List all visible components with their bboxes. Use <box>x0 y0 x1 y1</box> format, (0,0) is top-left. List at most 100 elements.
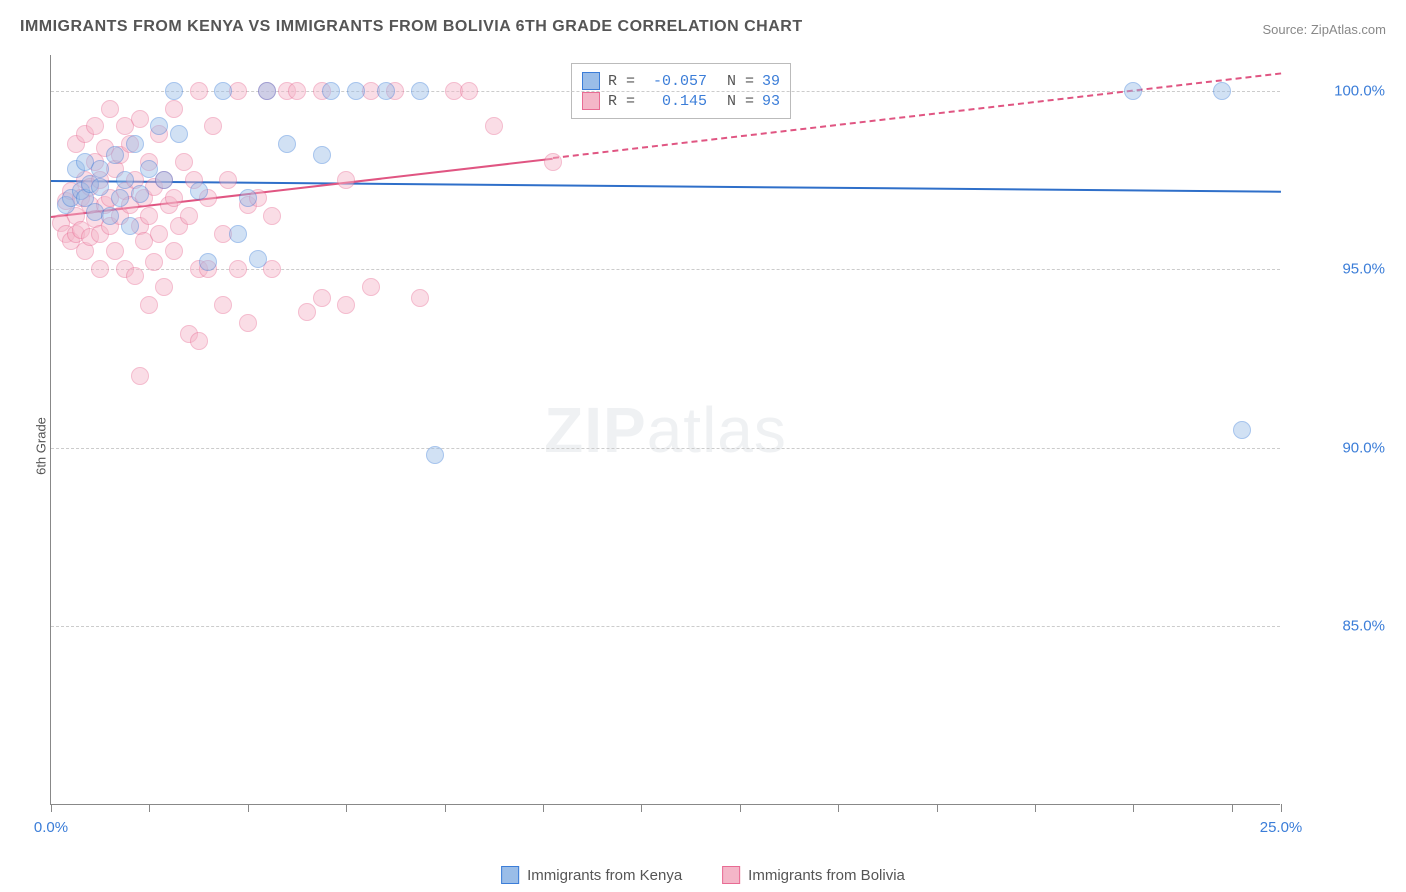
watermark-bold: ZIP <box>544 394 647 466</box>
scatter-point <box>258 82 276 100</box>
scatter-point <box>288 82 306 100</box>
stats-row: R = -0.057 N = 39 <box>582 72 780 90</box>
scatter-point <box>121 217 139 235</box>
x-tick <box>937 804 938 812</box>
scatter-point <box>229 260 247 278</box>
n-label: N = <box>727 73 754 90</box>
legend-swatch-icon <box>501 866 519 884</box>
scatter-point <box>86 117 104 135</box>
scatter-point <box>214 82 232 100</box>
scatter-point <box>131 110 149 128</box>
scatter-point <box>150 117 168 135</box>
scatter-point <box>298 303 316 321</box>
n-value: 93 <box>762 93 780 110</box>
scatter-point <box>1233 421 1251 439</box>
scatter-point <box>313 146 331 164</box>
scatter-point <box>337 171 355 189</box>
scatter-point <box>91 160 109 178</box>
x-tick <box>740 804 741 812</box>
scatter-point <box>101 207 119 225</box>
scatter-point <box>126 135 144 153</box>
scatter-point <box>165 82 183 100</box>
scatter-point <box>106 242 124 260</box>
scatter-point <box>180 207 198 225</box>
y-tick-label: 100.0% <box>1290 82 1385 99</box>
scatter-point <box>131 367 149 385</box>
x-tick-label: 25.0% <box>1260 819 1303 836</box>
scatter-point <box>101 100 119 118</box>
scatter-point <box>263 207 281 225</box>
n-value: 39 <box>762 73 780 90</box>
y-tick-label: 95.0% <box>1290 261 1385 278</box>
r-value: 0.145 <box>643 93 707 110</box>
scatter-point <box>426 446 444 464</box>
scatter-point <box>263 260 281 278</box>
scatter-point <box>347 82 365 100</box>
scatter-point <box>460 82 478 100</box>
y-axis-label: 6th Grade <box>33 417 48 475</box>
legend-item: Immigrants from Bolivia <box>722 866 905 884</box>
x-tick <box>543 804 544 812</box>
scatter-point <box>190 82 208 100</box>
scatter-point <box>155 171 173 189</box>
scatter-point <box>190 332 208 350</box>
scatter-point <box>322 82 340 100</box>
scatter-point <box>140 296 158 314</box>
scatter-point <box>1213 82 1231 100</box>
legend-label: Immigrants from Bolivia <box>748 867 905 884</box>
x-tick <box>346 804 347 812</box>
scatter-point <box>219 171 237 189</box>
scatter-point <box>155 278 173 296</box>
scatter-point <box>411 82 429 100</box>
scatter-point <box>116 171 134 189</box>
x-tick <box>838 804 839 812</box>
watermark-rest: atlas <box>647 394 787 466</box>
gridline <box>51 626 1280 627</box>
scatter-point <box>106 146 124 164</box>
n-label: N = <box>727 93 754 110</box>
x-tick <box>149 804 150 812</box>
scatter-point <box>278 135 296 153</box>
chart-title: IMMIGRANTS FROM KENYA VS IMMIGRANTS FROM… <box>20 18 803 36</box>
legend-swatch-icon <box>582 72 600 90</box>
scatter-point <box>411 289 429 307</box>
scatter-point <box>165 242 183 260</box>
scatter-point <box>140 207 158 225</box>
scatter-point <box>199 253 217 271</box>
watermark: ZIPatlas <box>544 393 787 467</box>
gridline <box>51 448 1280 449</box>
source-label: Source: ZipAtlas.com <box>1262 22 1386 37</box>
r-label: R = <box>608 73 635 90</box>
x-tick-label: 0.0% <box>34 819 68 836</box>
scatter-point <box>362 278 380 296</box>
scatter-point <box>229 225 247 243</box>
x-tick <box>445 804 446 812</box>
chart-plot-area: ZIPatlas R =-0.057N =39R =0.145N =93 85.… <box>50 55 1280 805</box>
scatter-point <box>91 178 109 196</box>
scatter-point <box>170 125 188 143</box>
x-tick <box>1035 804 1036 812</box>
scatter-point <box>377 82 395 100</box>
r-label: R = <box>608 93 635 110</box>
x-tick <box>1232 804 1233 812</box>
scatter-point <box>214 296 232 314</box>
scatter-point <box>1124 82 1142 100</box>
x-tick <box>248 804 249 812</box>
scatter-point <box>239 314 257 332</box>
scatter-point <box>126 267 144 285</box>
legend-label: Immigrants from Kenya <box>527 867 682 884</box>
legend-swatch-icon <box>722 866 740 884</box>
source-name: ZipAtlas.com <box>1311 22 1386 37</box>
scatter-point <box>204 117 222 135</box>
scatter-point <box>313 289 331 307</box>
scatter-point <box>145 253 163 271</box>
scatter-point <box>175 153 193 171</box>
scatter-point <box>239 189 257 207</box>
scatter-point <box>544 153 562 171</box>
scatter-point <box>165 189 183 207</box>
x-tick <box>1133 804 1134 812</box>
scatter-point <box>91 260 109 278</box>
scatter-point <box>485 117 503 135</box>
scatter-point <box>111 189 129 207</box>
r-value: -0.057 <box>643 73 707 90</box>
